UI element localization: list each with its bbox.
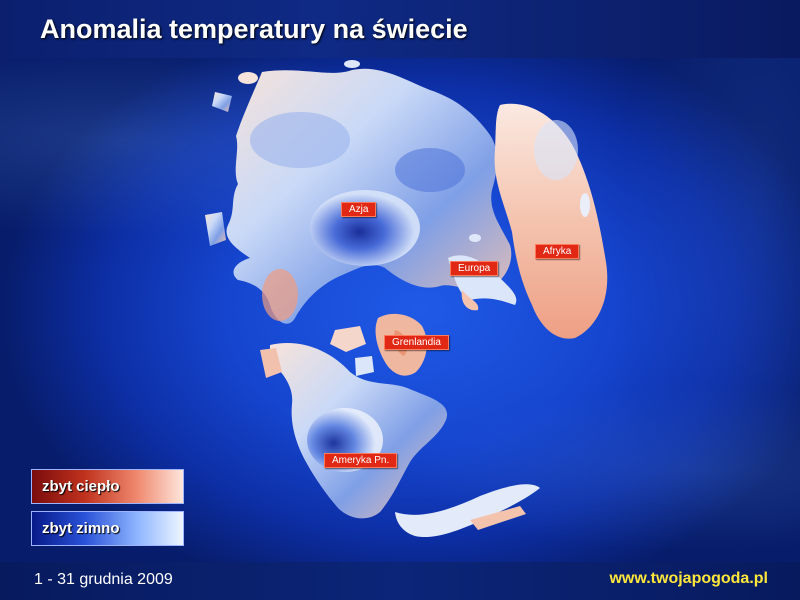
- africa-landmass: [494, 103, 608, 339]
- scattered-islands: [238, 60, 590, 242]
- north-america-landmass: [260, 343, 448, 519]
- central-america-landmass: [395, 484, 540, 538]
- arctic-islands: [330, 326, 374, 376]
- title-bar: [0, 0, 800, 58]
- label-north-america: Ameryka Pn.: [324, 453, 398, 468]
- eurasia-landmass: [205, 68, 512, 324]
- legend-cold: zbyt zimno: [31, 511, 184, 546]
- legend-cold-label: zbyt zimno: [42, 520, 120, 537]
- label-greenland: Grenlandia: [384, 335, 449, 350]
- legend-warm: zbyt ciepło: [31, 469, 184, 504]
- footer-bar: [0, 562, 800, 600]
- date-range: 1 - 31 grudnia 2009: [34, 571, 173, 588]
- label-africa: Afryka: [535, 244, 580, 259]
- label-asia: Azja: [341, 202, 377, 217]
- page-title: Anomalia temperatury na świecie: [40, 14, 468, 44]
- legend-warm-label: zbyt ciepło: [42, 478, 120, 495]
- label-europe: Europa: [450, 261, 499, 276]
- website-link[interactable]: www.twojapogoda.pl: [609, 570, 768, 587]
